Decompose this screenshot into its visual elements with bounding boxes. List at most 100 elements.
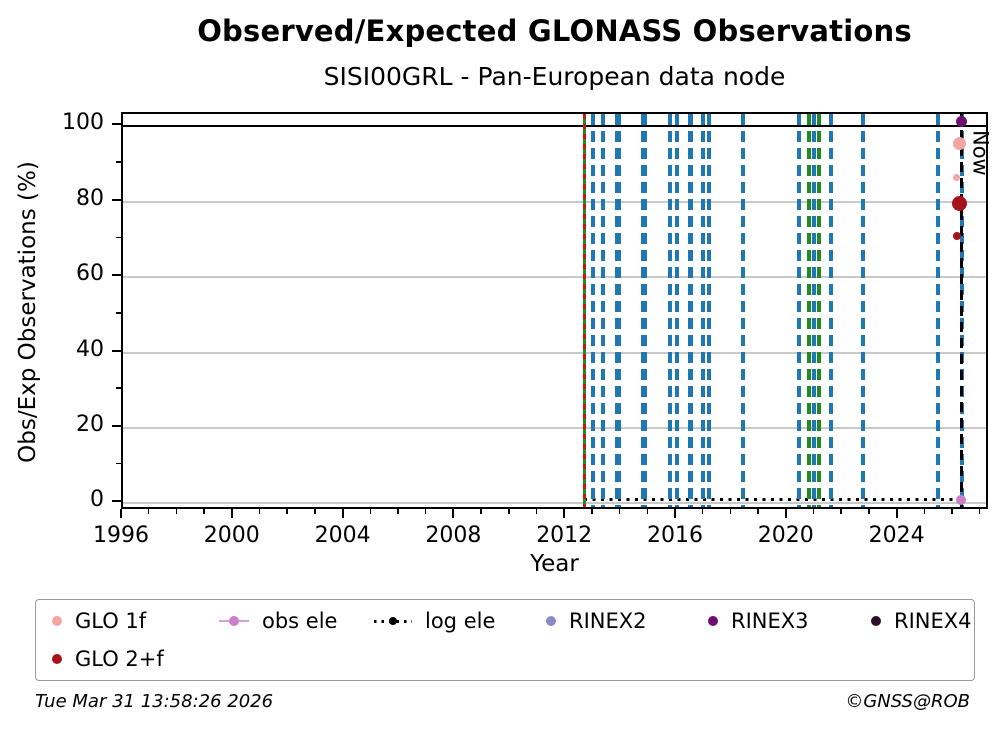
x-tick-2027	[978, 509, 981, 514]
legend-item-rinex4: RINEX4	[871, 606, 972, 636]
legend-label-glo-2f: GLO 2+f	[75, 647, 164, 671]
x-tick-label-2020: 2020	[757, 523, 814, 548]
legend-label-rinex2: RINEX2	[569, 609, 647, 633]
x-tick-1998	[175, 509, 178, 514]
x-tick-label-2024: 2024	[868, 523, 925, 548]
log-ele-line	[584, 498, 963, 502]
y-tick-40	[112, 349, 121, 352]
x-tick-label-2008: 2008	[425, 523, 482, 548]
gridline-y-40	[123, 351, 986, 354]
y-tick-0	[112, 500, 121, 503]
event-line-blue-5	[641, 114, 648, 507]
y-tick-20	[112, 424, 121, 427]
y-tick-60	[112, 274, 121, 277]
x-axis-label: Year	[530, 551, 579, 577]
x-tick-2001	[258, 509, 261, 514]
event-line-blue-11	[741, 114, 746, 507]
event-line-blue-12	[796, 114, 801, 507]
legend-item-rinex3: RINEX3	[708, 606, 809, 636]
y-tick-label-20: 20	[76, 411, 104, 437]
x-tick-2004	[341, 509, 344, 518]
event-line-blue-3	[601, 114, 606, 507]
glo-1f-marker-icon	[52, 616, 62, 626]
legend: GLO 1f obs ele log ele RINEX2 RINEX3 RIN…	[35, 599, 975, 681]
plot-area: Now	[121, 112, 993, 509]
gridline-y-60	[123, 276, 986, 279]
y-minor-tick-10	[116, 462, 121, 465]
data-point-glo-1f	[953, 173, 961, 181]
x-tick-2005	[369, 509, 372, 514]
event-line-black-20	[959, 114, 964, 507]
gridline-y-80	[123, 200, 986, 203]
event-line-blue-4	[614, 114, 621, 507]
chart-title: Observed/Expected GLONASS Observations	[197, 14, 912, 48]
event-line-red-1	[582, 114, 586, 507]
x-tick-1996	[120, 509, 122, 518]
legend-label-rinex4: RINEX4	[894, 609, 972, 633]
x-tick-label-2016: 2016	[646, 523, 703, 548]
event-line-blue-7	[674, 114, 679, 507]
y-axis-label: Obs/Exp Observations (%)	[15, 161, 41, 463]
x-tick-2018	[729, 509, 732, 514]
event-line-green-15	[816, 114, 821, 507]
legend-label-obs-ele: obs ele	[262, 609, 338, 633]
data-point-glo-2-f	[952, 231, 961, 240]
event-line-green-13	[807, 114, 812, 507]
log-ele-marker-icon	[374, 616, 412, 626]
x-tick-2011	[535, 509, 538, 514]
legend-label-glo-1f: GLO 1f	[75, 609, 147, 633]
x-tick-2016	[673, 509, 676, 518]
plot-timestamp: Tue Mar 31 13:58:26 2026	[35, 691, 274, 712]
data-point-glo-2-f	[952, 195, 968, 211]
x-tick-1999	[203, 509, 205, 514]
y-minor-tick-50	[116, 312, 121, 314]
legend-label-log-ele: log ele	[425, 609, 496, 633]
x-tick-2009	[480, 509, 482, 514]
legend-item-glo-2f: GLO 2+f	[52, 644, 164, 674]
legend-item-glo-1f: GLO 1f	[52, 606, 146, 636]
event-line-blue-6	[668, 114, 673, 507]
y-tick-100	[112, 123, 121, 126]
legend-item-obs-ele: obs ele	[219, 606, 337, 636]
data-point-obs-ele	[955, 494, 966, 505]
x-tick-2006	[397, 509, 399, 514]
copyright: ©GNSS@ROB	[845, 691, 970, 712]
x-tick-2015	[646, 509, 649, 514]
x-tick-2002	[286, 509, 288, 514]
x-tick-2008	[452, 509, 455, 518]
data-point-glo-1f	[953, 136, 967, 150]
chart-subtitle: SISI00GRL - Pan-European data node	[323, 62, 786, 91]
event-line-blue-18	[936, 114, 941, 507]
y-tick-label-40: 40	[76, 336, 104, 362]
event-line-blue-10	[707, 114, 712, 507]
rinex3-marker-icon	[708, 616, 718, 626]
y-tick-label-80: 80	[76, 185, 104, 211]
x-tick-2019	[757, 509, 759, 514]
y-tick-label-100: 100	[62, 110, 104, 136]
x-tick-2026	[951, 509, 953, 514]
gridline-y-0	[123, 502, 986, 505]
x-tick-label-2004: 2004	[314, 523, 371, 548]
rinex4-marker-icon	[871, 616, 881, 626]
now-label: Now	[968, 130, 993, 176]
x-tick-2017	[701, 509, 704, 514]
x-tick-2003	[314, 509, 316, 514]
x-tick-2020	[784, 509, 787, 518]
x-tick-2021	[812, 509, 815, 514]
x-tick-2022	[840, 509, 842, 514]
gridline-y-20	[123, 426, 986, 429]
obs-ele-marker-icon	[219, 616, 249, 626]
x-tick-label-1996: 1996	[93, 523, 149, 548]
glo-2f-marker-icon	[52, 654, 62, 664]
x-tick-2010	[508, 509, 510, 514]
event-line-blue-8	[687, 114, 693, 507]
x-tick-label-2000: 2000	[203, 523, 260, 548]
event-line-blue-2	[590, 114, 595, 507]
event-line-blue-16	[829, 114, 833, 507]
event-line-blue-14	[812, 114, 817, 507]
event-line-blue-17	[860, 114, 865, 507]
x-tick-2014	[618, 509, 621, 514]
y-minor-tick-90	[116, 161, 121, 163]
y-minor-tick-30	[116, 387, 121, 389]
